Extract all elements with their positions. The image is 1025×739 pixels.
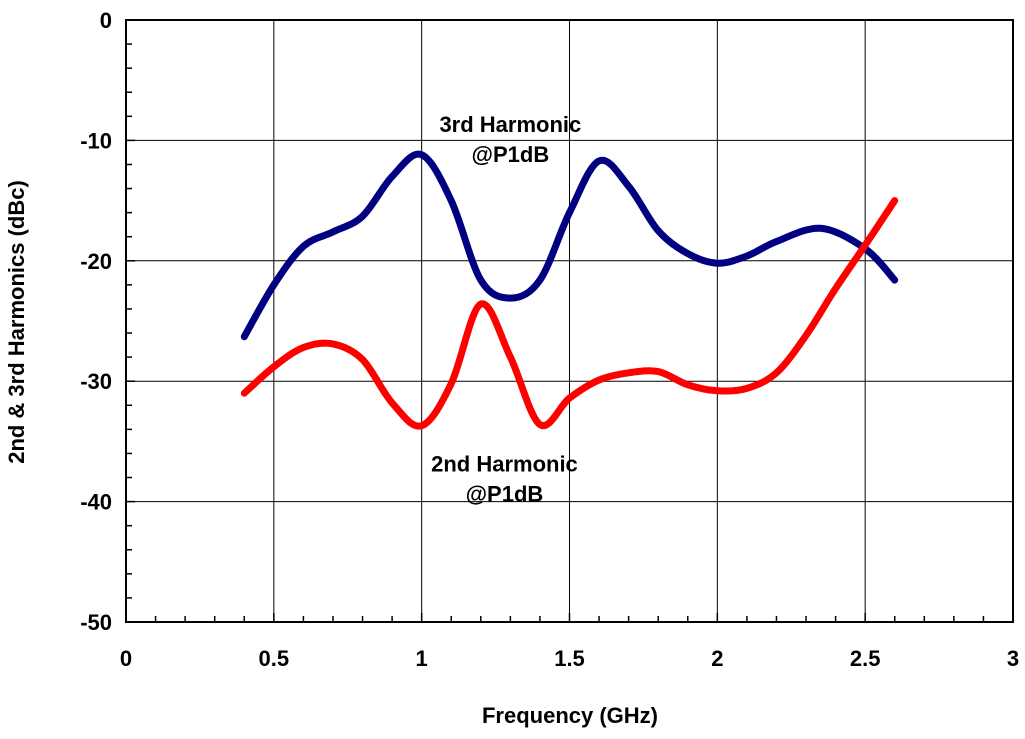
y-axis-title: 2nd & 3rd Harmonics (dBc) <box>4 180 29 464</box>
x-tick-label: 2 <box>711 646 723 671</box>
x-tick-label: 0 <box>120 646 132 671</box>
annotation-3rd-harmonic: @P1dB <box>472 142 550 167</box>
annotation-2nd-harmonic: 2nd Harmonic <box>431 452 578 477</box>
y-tick-label: -40 <box>80 490 112 515</box>
series-line-3rd-harmonic <box>240 150 899 341</box>
x-axis-title: Frequency (GHz) <box>482 703 658 728</box>
y-tick-label: 0 <box>100 8 112 33</box>
grid-layer <box>126 20 1013 622</box>
series-layer <box>240 150 899 430</box>
y-tick-label: -10 <box>80 128 112 153</box>
x-tick-label: 0.5 <box>259 646 290 671</box>
x-tick-label: 1.5 <box>554 646 585 671</box>
label-layer: 0 0.5 1 1.5 2 2.5 3 0 -10 -20 -30 -40 -50 3rd Harmoni… <box>80 8 1019 671</box>
series-line-2nd-harmonic <box>240 197 899 430</box>
annotation-3rd-harmonic: 3rd Harmonic <box>439 112 581 137</box>
y-tick-label: -30 <box>80 369 112 394</box>
axis-layer <box>125 19 1014 623</box>
annotation-2nd-harmonic: @P1dB <box>466 482 544 507</box>
y-tick-label: -20 <box>80 249 112 274</box>
x-tick-label: 3 <box>1007 646 1019 671</box>
x-tick-label: 2.5 <box>850 646 881 671</box>
x-tick-label: 1 <box>416 646 428 671</box>
y-tick-label: -50 <box>80 610 112 635</box>
